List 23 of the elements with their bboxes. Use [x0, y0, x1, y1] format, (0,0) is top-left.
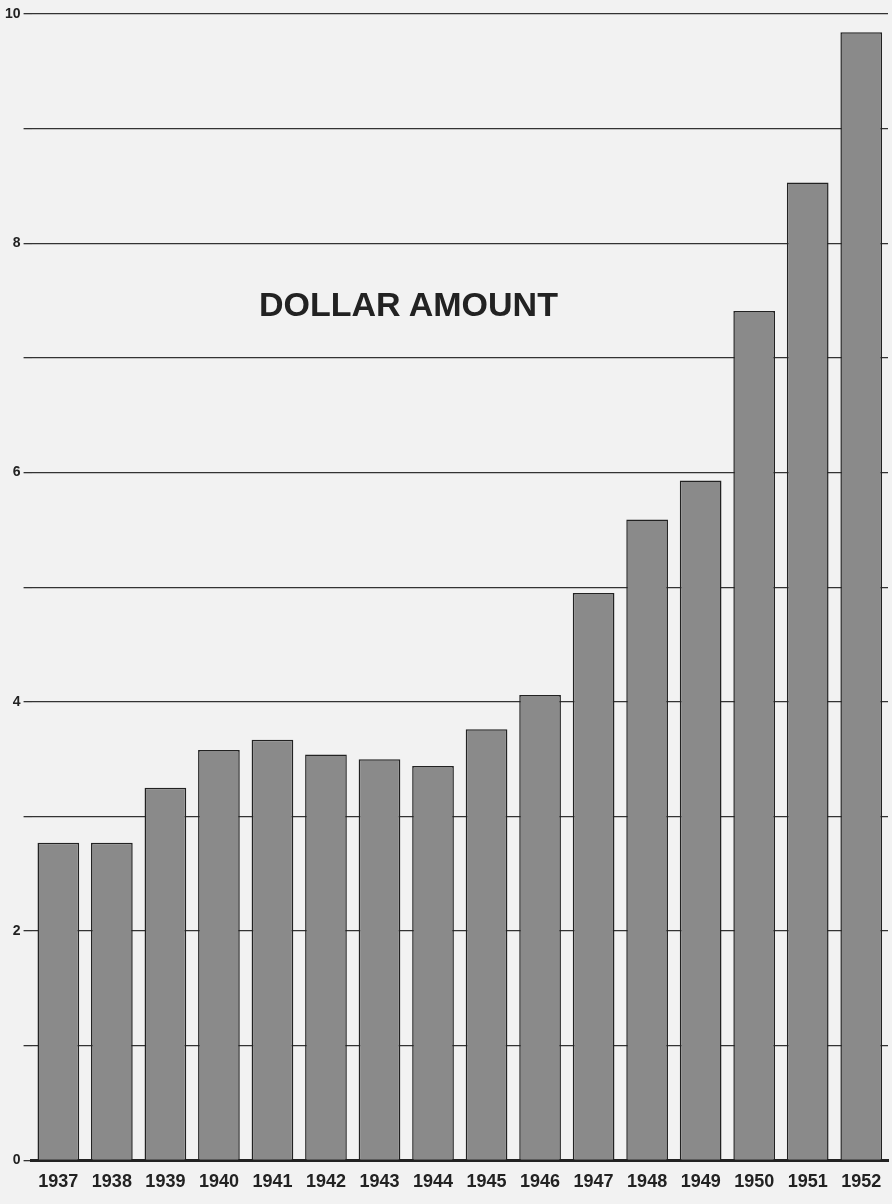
y-tick-label: 6: [12, 463, 21, 480]
x-tick-label: 1944: [413, 1171, 454, 1192]
x-tick-label: 1938: [91, 1171, 132, 1192]
x-tick-label: 1946: [520, 1171, 561, 1192]
x-tick-label: 1943: [359, 1171, 400, 1192]
y-tick-label: 10: [4, 4, 21, 21]
x-tick-label: 1941: [252, 1171, 293, 1192]
text: DOLLAR AMOUNT: [258, 284, 559, 323]
x-tick-label: 1952: [841, 1171, 882, 1192]
x-tick-label: 1949: [680, 1171, 721, 1192]
x-tick-label: 1950: [734, 1171, 775, 1192]
y-tick-label: 4: [12, 692, 21, 709]
x-tick-label: 1937: [38, 1171, 79, 1192]
x-tick-label: 1948: [627, 1171, 668, 1192]
y-tick-label: 0: [12, 1151, 21, 1168]
x-tick-label: 1951: [787, 1171, 828, 1192]
x-tick-label: 1945: [466, 1171, 507, 1192]
y-tick-label: 8: [12, 234, 21, 251]
x-tick-label: 1940: [198, 1171, 239, 1192]
x-tick-label: 1942: [305, 1171, 346, 1192]
x-tick-label: 1939: [145, 1171, 186, 1192]
y-tick-label: 2: [12, 921, 21, 938]
x-tick-label: 1947: [573, 1171, 614, 1192]
